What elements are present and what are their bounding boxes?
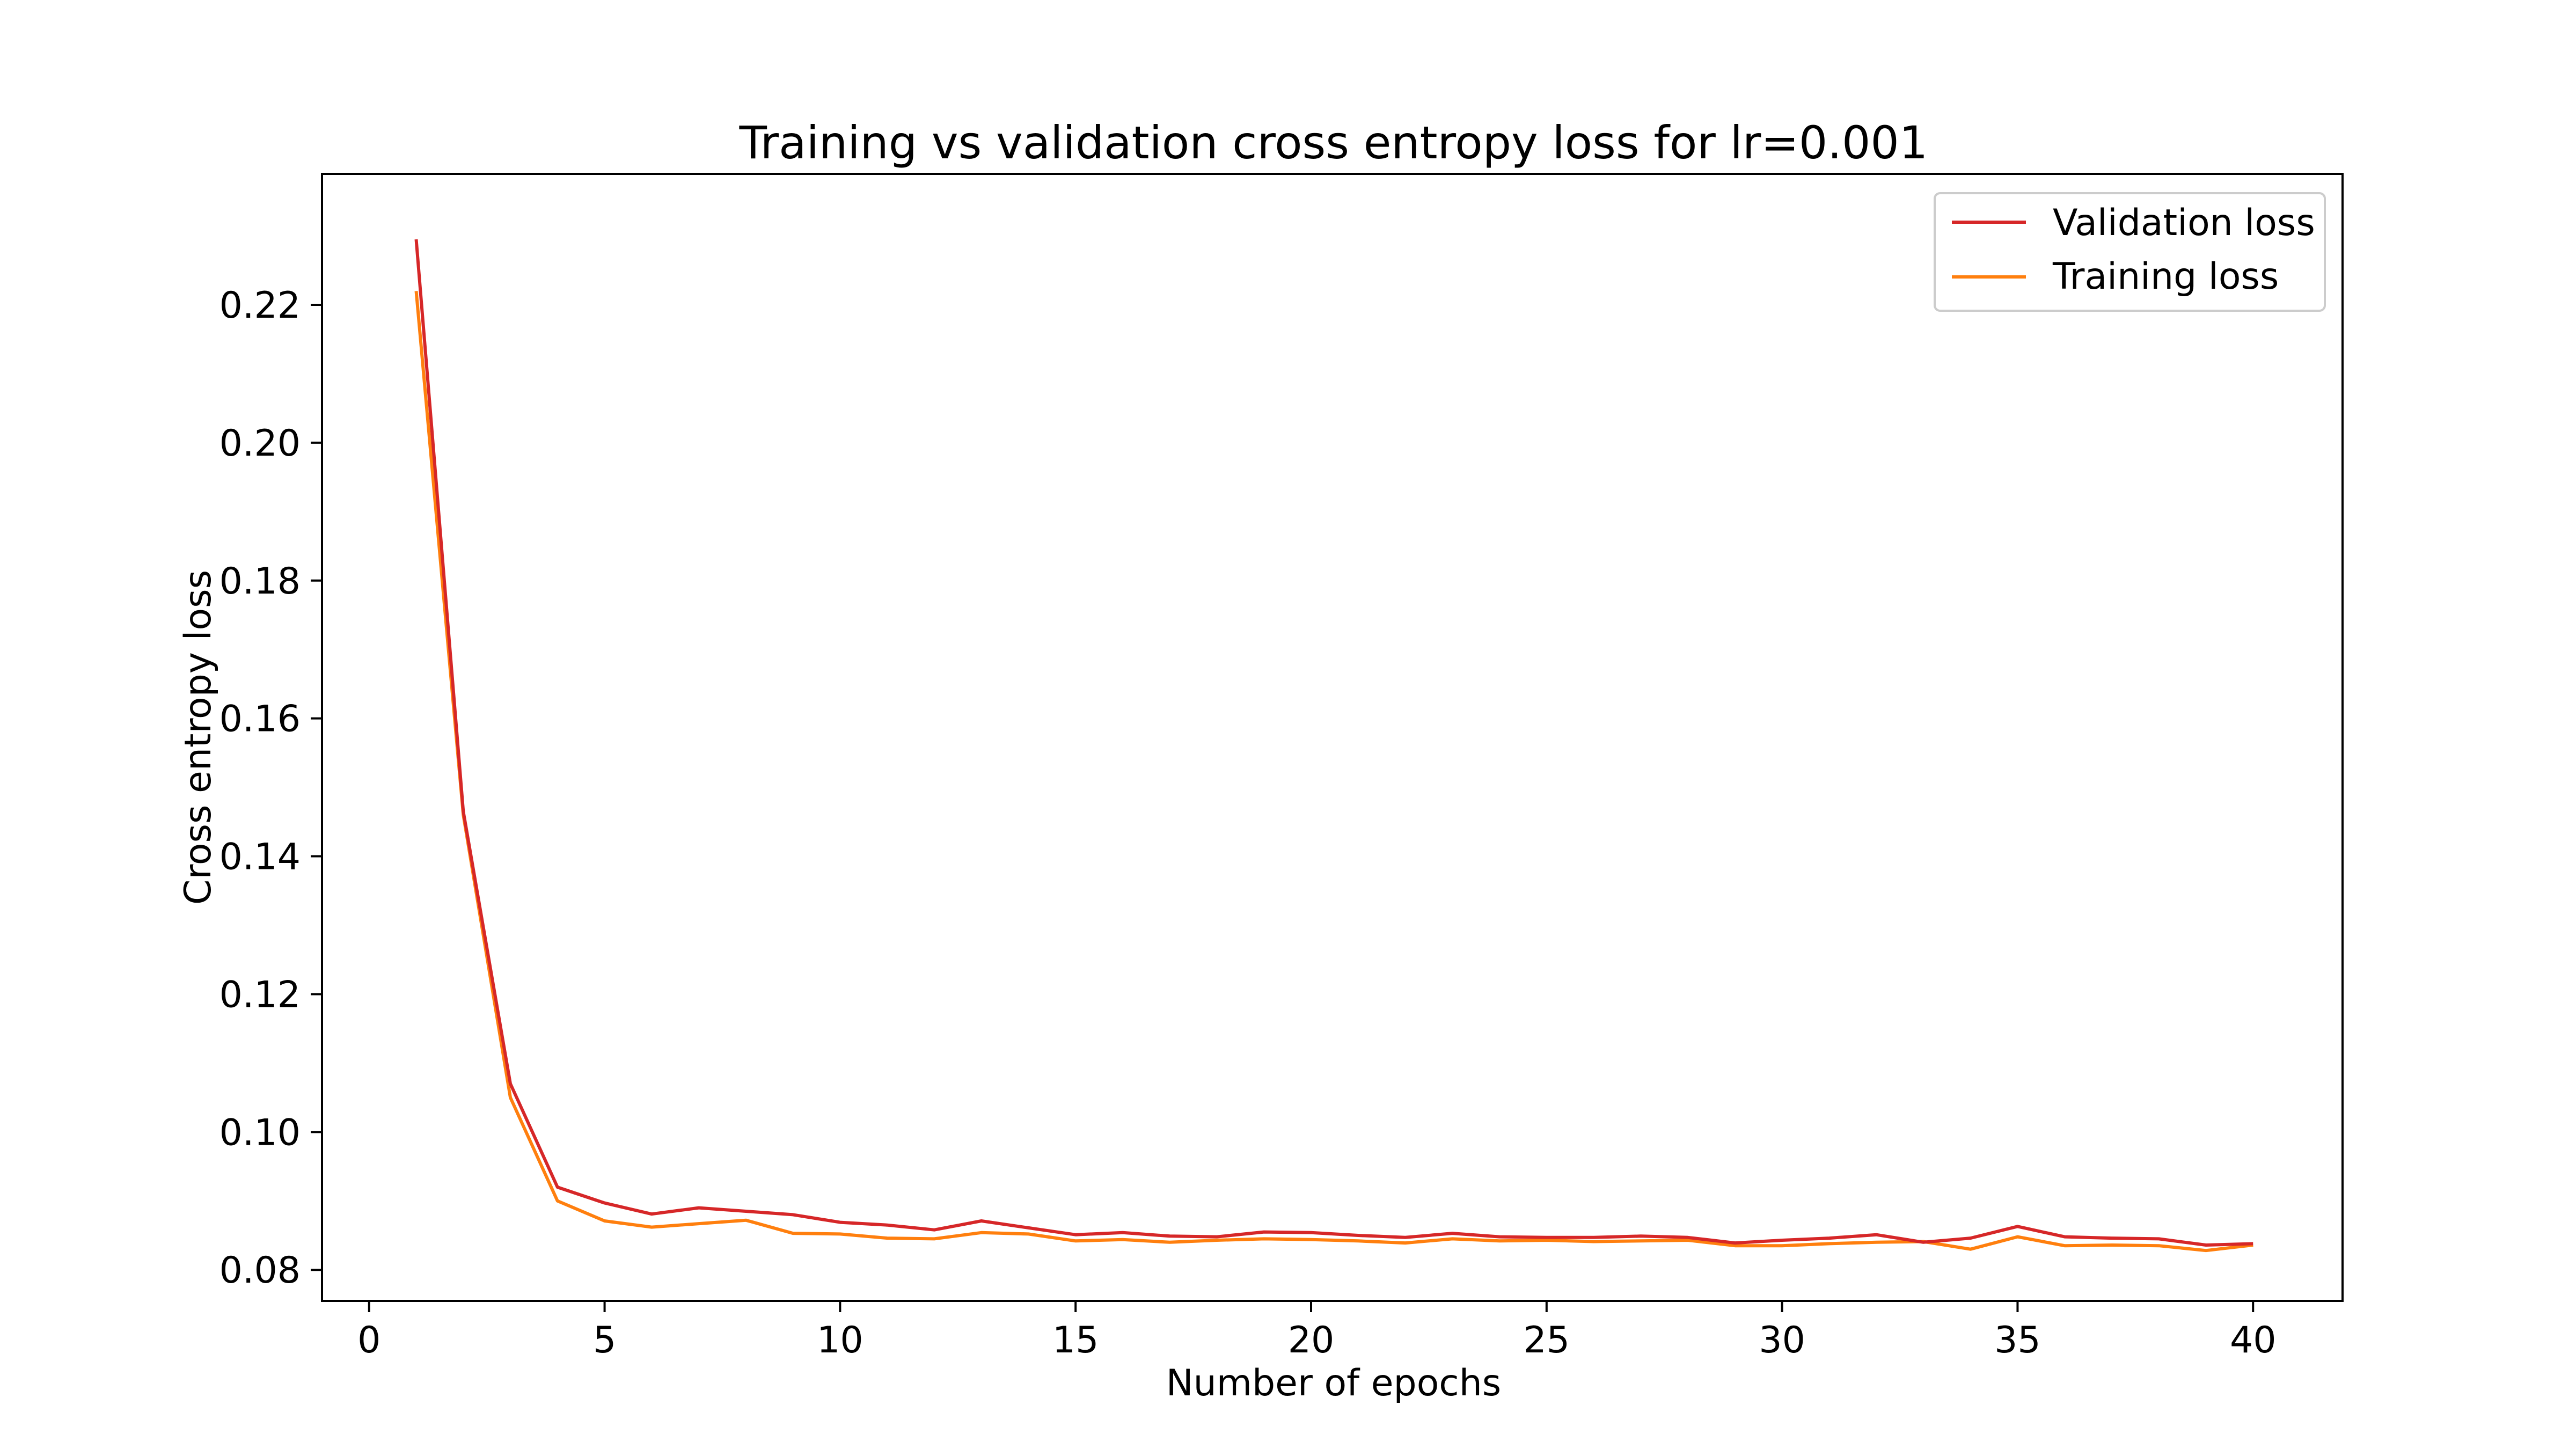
x-tick-label: 10	[817, 1319, 863, 1362]
y-tick-label: 0.18	[219, 560, 301, 603]
x-axis-label: Number of epochs	[1166, 1362, 1501, 1404]
x-tick-label: 35	[1994, 1319, 2041, 1362]
legend-label-training: Training loss	[2052, 255, 2279, 298]
legend-box	[1934, 192, 2326, 312]
x-tick-label: 15	[1052, 1319, 1099, 1362]
series-line-training	[414, 291, 2253, 1253]
y-tick-label: 0.14	[219, 836, 301, 879]
y-tick-label: 0.12	[219, 974, 301, 1016]
legend: Validation loss Training loss	[1934, 192, 2326, 312]
x-axis-ticks: 0 5 10 15 20 25 30 35 40	[357, 1301, 2277, 1362]
y-tick-label: 0.16	[219, 698, 301, 741]
x-tick-label: 30	[1759, 1319, 1805, 1362]
chart-title: Training vs validation cross entropy los…	[739, 116, 1928, 169]
x-tick-label: 0	[357, 1319, 380, 1362]
y-tick-label: 0.10	[219, 1111, 301, 1154]
y-tick-label: 0.22	[219, 284, 301, 327]
series-line-validation	[414, 239, 2253, 1247]
y-tick-label: 0.20	[219, 422, 301, 465]
plot-area-frame	[321, 173, 2344, 1302]
y-tick-label: 0.08	[219, 1249, 301, 1292]
y-axis-label: Cross entropy loss	[177, 570, 219, 905]
x-tick-label: 25	[1524, 1319, 1570, 1362]
x-tick-label: 5	[593, 1319, 616, 1362]
x-tick-label: 20	[1288, 1319, 1335, 1362]
x-tick-label: 40	[2230, 1319, 2277, 1362]
series-layer	[414, 239, 2253, 1253]
y-axis-ticks: 0.08 0.10 0.12 0.14 0.16 0.18 0.20 0.22	[219, 284, 322, 1292]
legend-label-validation: Validation loss	[2053, 202, 2315, 244]
